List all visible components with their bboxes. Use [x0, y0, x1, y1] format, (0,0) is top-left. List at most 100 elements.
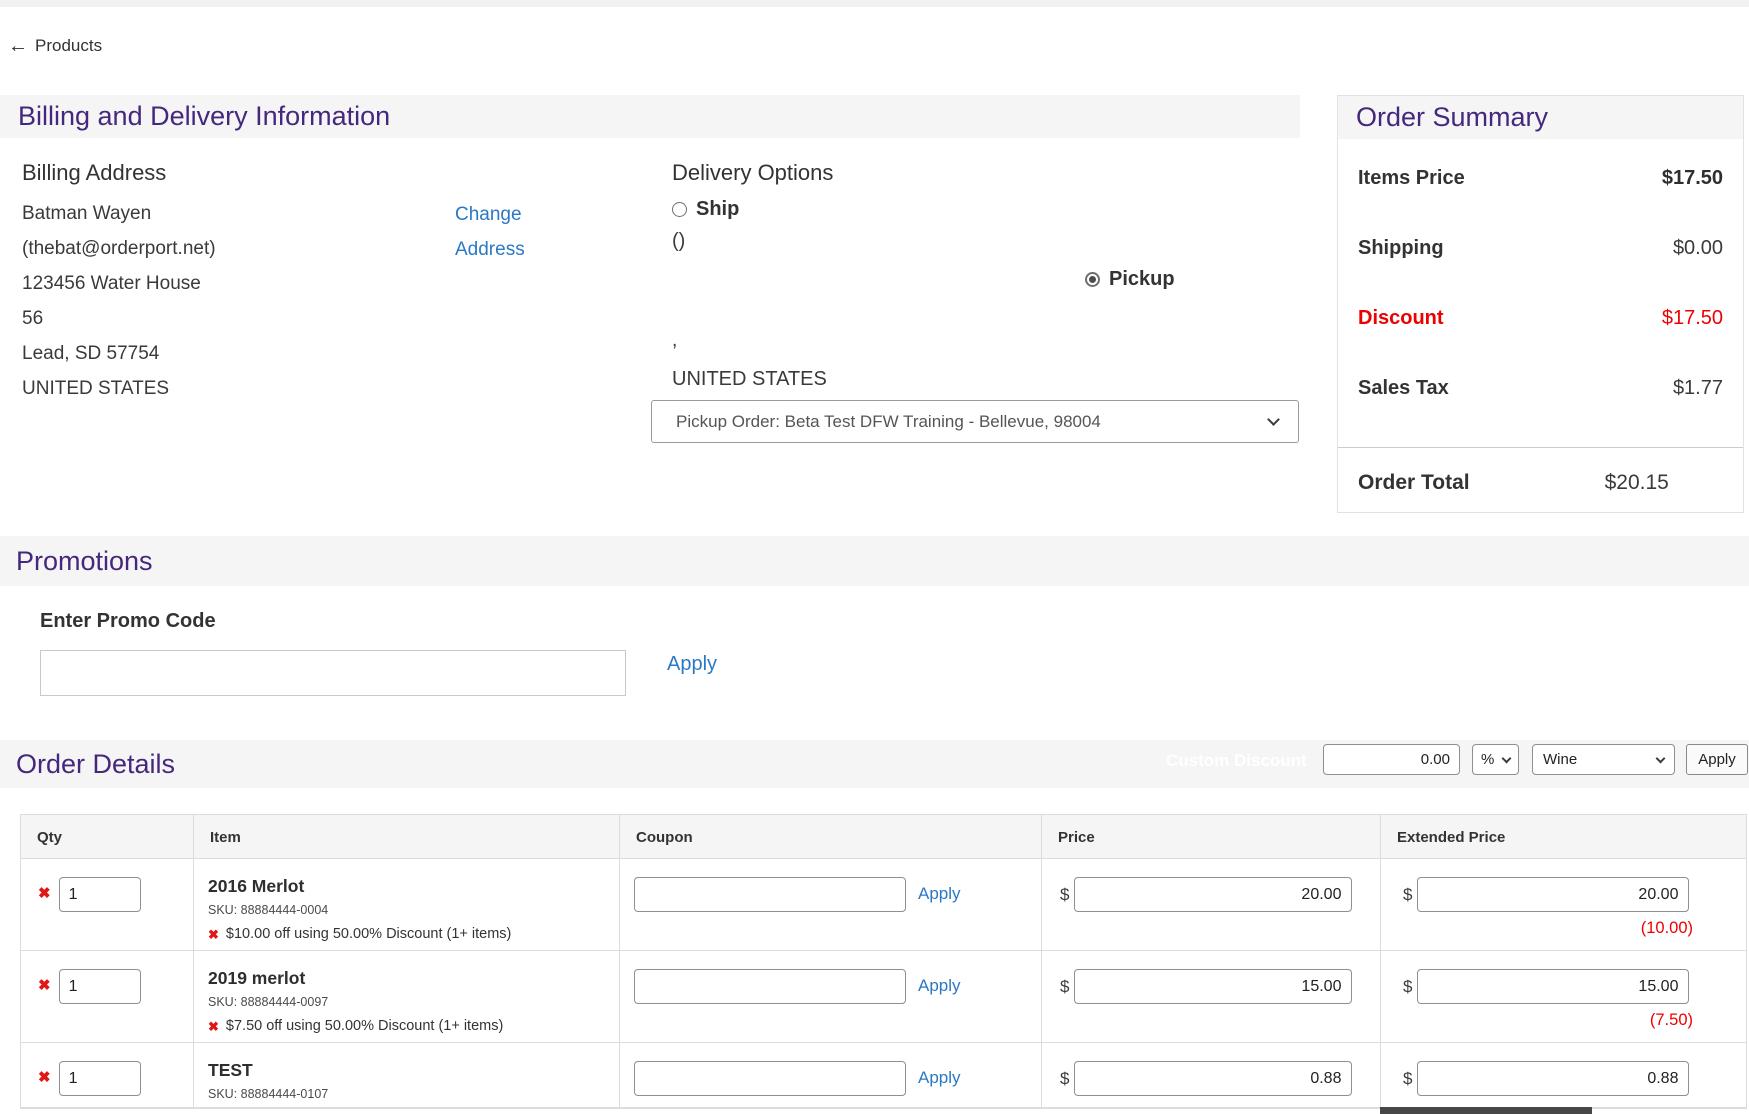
ship-detail-text: () — [672, 230, 686, 252]
billing-street: 123456 Water House — [22, 273, 201, 294]
item-discount-note: ✖ $10.00 off using 50.00% Discount (1+ i… — [208, 926, 619, 942]
ship-radio-icon[interactable] — [672, 202, 687, 217]
qty-input[interactable] — [58, 969, 141, 1004]
billing-street2: 56 — [22, 308, 44, 329]
item-name: TEST — [208, 1060, 253, 1080]
billing-address-heading: Billing Address — [22, 160, 167, 185]
summary-row-shipping: Shipping $0.00 — [1358, 237, 1723, 260]
coupon-column-header: Coupon — [620, 815, 1042, 859]
promotions-section-header: Promotions — [0, 536, 1749, 586]
qty-input[interactable] — [58, 1061, 141, 1096]
order-summary-panel: Order Summary Items Price $17.50 Shippin… — [1337, 95, 1744, 513]
item-discount-note-text: $7.50 off using 50.00% Discount (1+ item… — [225, 1018, 504, 1034]
pickup-radio-option[interactable]: Pickup — [1085, 268, 1175, 291]
remove-item-icon[interactable]: ✖ — [38, 977, 51, 994]
billing-address-block: Batman Wayen (thebat@orderport.net) 1234… — [22, 196, 216, 406]
item-sku: SKU: 88884444-0107 — [208, 1087, 329, 1101]
delivery-options-heading: Delivery Options — [672, 160, 834, 185]
custom-discount-label: Custom Discount — [1166, 751, 1307, 770]
table-row-3-extended-cell: $ — [1381, 1043, 1746, 1108]
summary-divider — [1338, 447, 1743, 448]
pickup-radio-icon-selected[interactable] — [1085, 272, 1100, 287]
coupon-apply-link[interactable]: Apply — [918, 1068, 961, 1087]
sales-tax-label: Sales Tax — [1358, 377, 1449, 399]
dollar-sign: $ — [1060, 1068, 1070, 1088]
summary-row-discount: Discount $17.50 — [1358, 307, 1723, 330]
coupon-apply-link[interactable]: Apply — [918, 976, 961, 995]
coupon-input[interactable] — [634, 877, 906, 912]
table-row-2-item-cell: 2019 merlot SKU: 88884444-0097 ✖ $7.50 o… — [194, 951, 620, 1043]
billing-section-title: Billing and Delivery Information — [18, 101, 391, 131]
table-row-3-coupon-cell: Apply — [620, 1043, 1042, 1108]
extended-price-input[interactable] — [1417, 969, 1690, 1004]
remove-item-icon[interactable]: ✖ — [38, 885, 51, 902]
custom-discount-apply-button[interactable]: Apply — [1686, 744, 1748, 775]
back-to-products-link[interactable]: ← Products — [8, 36, 102, 56]
table-row-1-item-cell: 2016 Merlot SKU: 88884444-0004 ✖ $10.00 … — [194, 859, 620, 951]
shipping-value: $0.00 — [1672, 237, 1723, 259]
ship-radio-option[interactable]: Ship — [672, 198, 739, 221]
coupon-input[interactable] — [634, 1061, 906, 1096]
dollar-sign: $ — [1403, 884, 1413, 904]
price-input[interactable] — [1074, 969, 1353, 1004]
pickup-radio-label: Pickup — [1109, 268, 1175, 290]
promo-apply-link[interactable]: Apply — [667, 653, 718, 675]
pickup-country: UNITED STATES — [672, 368, 827, 390]
extended-price-input[interactable] — [1417, 877, 1690, 912]
summary-row-items-price: Items Price $17.50 — [1358, 167, 1723, 190]
discount-value: $17.50 — [1661, 307, 1723, 329]
extended-price-input[interactable] — [1417, 1061, 1690, 1096]
table-row-3-price-cell: $ — [1042, 1043, 1381, 1108]
billing-name: Batman Wayen — [22, 203, 152, 224]
item-column-header: Item — [194, 815, 620, 859]
dollar-sign: $ — [1060, 976, 1070, 996]
shipping-label: Shipping — [1358, 237, 1444, 259]
pickup-location-selected-value: Pickup Order: Beta Test DFW Training - B… — [676, 411, 1101, 431]
custom-discount-scope-value: Wine — [1543, 751, 1578, 768]
item-discount-note: ✖ $7.50 off using 50.00% Discount (1+ it… — [208, 1018, 619, 1034]
promo-code-input[interactable] — [40, 650, 626, 696]
promo-code-label: Enter Promo Code — [40, 610, 216, 632]
custom-discount-amount-input[interactable] — [1323, 744, 1460, 775]
chevron-down-icon — [1655, 753, 1666, 763]
item-sku: SKU: 88884444-0097 — [208, 995, 329, 1009]
coupon-apply-link[interactable]: Apply — [918, 884, 961, 903]
remove-discount-icon[interactable]: ✖ — [208, 1018, 219, 1034]
coupon-input[interactable] — [634, 969, 906, 1004]
billing-section-header: Billing and Delivery Information — [0, 95, 1300, 138]
item-name: 2016 Merlot — [208, 876, 305, 896]
ship-radio-label: Ship — [696, 198, 740, 220]
price-input[interactable] — [1074, 877, 1353, 912]
qty-input[interactable] — [58, 877, 141, 912]
items-price-value: $17.50 — [1661, 167, 1723, 189]
order-total-value: $20.15 — [1604, 471, 1669, 494]
table-row-3-item-cell: TEST SKU: 88884444-0107 — [194, 1043, 620, 1108]
table-row-1-extended-cell: $ (10.00) — [1381, 859, 1746, 951]
chevron-down-icon — [1267, 413, 1280, 426]
table-row-1-price-cell: $ — [1042, 859, 1381, 951]
custom-discount-scope-select[interactable]: Wine — [1532, 744, 1675, 775]
change-address-link[interactable]: Change Address — [455, 204, 525, 260]
dollar-sign: $ — [1403, 1068, 1413, 1088]
table-row-2-price-cell: $ — [1042, 951, 1381, 1043]
back-link-label: Products — [35, 36, 103, 55]
items-price-label: Items Price — [1358, 167, 1465, 189]
order-total-label: Order Total — [1358, 471, 1470, 494]
price-input[interactable] — [1074, 1061, 1353, 1096]
remove-discount-icon[interactable]: ✖ — [208, 926, 219, 942]
chevron-down-icon — [1501, 753, 1512, 763]
order-summary-rows: Items Price $17.50 Shipping $0.00 Discou… — [1338, 139, 1743, 400]
qty-column-header: Qty — [21, 815, 194, 859]
dollar-sign: $ — [1403, 976, 1413, 996]
order-summary-header: Order Summary — [1338, 96, 1743, 139]
custom-discount-unit-select[interactable]: % — [1472, 744, 1519, 775]
extended-discount-amount: (10.00) — [1640, 919, 1693, 937]
order-details-title: Order Details — [16, 748, 176, 779]
table-row-1-coupon-cell: Apply — [620, 859, 1042, 951]
table-row-3-qty-cell: ✖ — [21, 1043, 194, 1108]
price-column-header: Price — [1042, 815, 1381, 859]
pickup-location-select[interactable]: Pickup Order: Beta Test DFW Training - B… — [651, 400, 1299, 443]
remove-item-icon[interactable]: ✖ — [38, 1069, 51, 1086]
billing-city-state-zip: Lead, SD 57754 — [22, 343, 160, 364]
